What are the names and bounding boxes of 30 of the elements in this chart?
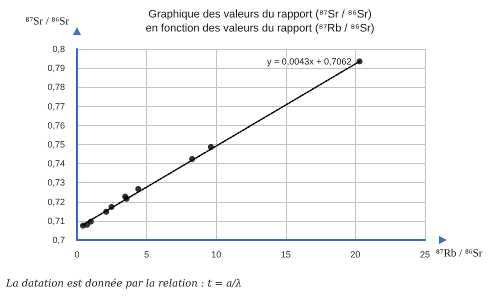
y-tick-label: 0,79: [47, 63, 65, 74]
y-tick-label: 0,7: [52, 235, 65, 245]
x-tick-label: 25: [420, 250, 430, 260]
point: [356, 58, 363, 64]
x-tick-label: 5: [144, 250, 150, 260]
point: [208, 144, 214, 150]
y-tick-label: 0,73: [47, 178, 65, 188]
text: La datation est donnée par la relation : t = a/λ: [5, 278, 242, 290]
point: [189, 156, 196, 162]
y-tick-label: 0,77: [47, 101, 65, 112]
y-tick-label: 0,8: [52, 44, 65, 54]
y-tick-label: 0,72: [47, 196, 65, 207]
point: [108, 204, 115, 210]
x-tick-label: 15: [280, 250, 291, 260]
point: [103, 208, 110, 215]
x-tick-label: 20: [350, 250, 360, 260]
y-tick-label: 0,74: [47, 158, 65, 169]
y-tick-label: 0,76: [47, 120, 65, 130]
point: [135, 186, 142, 192]
chart-subtitle: en fonction des valeurs du rapport (⁸⁷Rb / ⁸⁶Sr): [146, 22, 374, 34]
y-axis-title: ⁸⁷Sr / ⁸⁶Sr: [26, 16, 70, 28]
annotation: y = 0,0043x + 0,7062: [267, 56, 352, 66]
x-axis-title: ⁸⁷Rb / ⁸⁶Sr: [436, 248, 483, 260]
y-tick-label: 0,71: [47, 216, 65, 226]
x-tick-label: 0: [74, 250, 80, 260]
y-tick-label: 0,75: [47, 140, 65, 150]
x-tick-label: 10: [211, 250, 222, 260]
chart-title: Graphique des valeurs du rapport (⁸⁷Sr / ⁸⁶Sr): [148, 8, 372, 20]
y-tick-label: 0,78: [47, 82, 65, 92]
point: [88, 218, 94, 225]
